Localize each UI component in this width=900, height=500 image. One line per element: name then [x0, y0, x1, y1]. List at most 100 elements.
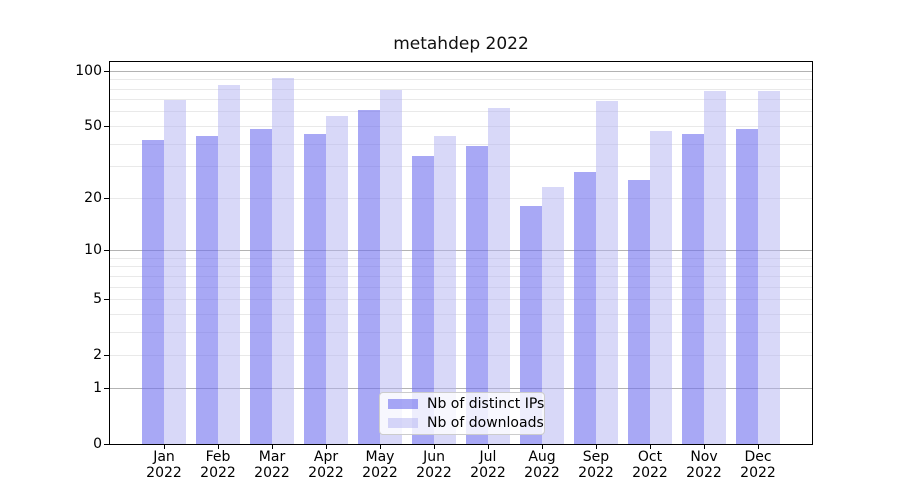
x-tick-label: Sep 2022: [564, 449, 628, 481]
y-gridline-minor: [110, 125, 812, 127]
x-tick-mark: [218, 444, 220, 449]
bar-downloads-apr: [326, 115, 348, 444]
x-tick-label: Jun 2022: [402, 449, 466, 481]
y-tick-mark: [104, 125, 110, 128]
y-tick-label: 100: [75, 62, 102, 79]
x-tick-mark: [488, 444, 490, 449]
x-tick-label: Jan 2022: [132, 449, 196, 481]
x-tick-month: Dec: [744, 449, 772, 465]
chart-title: metahdep 2022: [393, 34, 529, 54]
bar-downloads-oct: [650, 130, 672, 444]
y-tick-label: 10: [84, 242, 102, 259]
bar-distinct-ips-apr: [304, 134, 326, 444]
x-tick-mark: [704, 444, 706, 449]
legend-label-distinct-ips: Nb of distinct IPs: [427, 396, 545, 412]
x-tick-mark: [380, 444, 382, 449]
x-tick-label: Mar 2022: [240, 449, 304, 481]
y-gridline-major: [110, 250, 812, 252]
y-gridline-minor: [110, 257, 812, 259]
x-tick-label: Dec 2022: [726, 449, 790, 481]
bar-distinct-ips-sep: [574, 171, 596, 444]
bar-downloads-dec: [758, 90, 780, 444]
bar-distinct-ips-jan: [142, 139, 164, 444]
y-gridline-minor: [110, 88, 812, 90]
y-tick-label: 20: [84, 189, 102, 206]
x-tick-year: 2022: [200, 465, 236, 481]
y-gridline-minor: [110, 166, 812, 168]
y-gridline-minor: [110, 79, 812, 81]
bar-distinct-ips-jul: [466, 145, 488, 444]
x-tick-month: Jul: [479, 449, 497, 465]
x-tick-month: Mar: [258, 449, 286, 465]
y-tick-mark: [104, 444, 110, 446]
x-tick-mark: [164, 444, 166, 449]
y-gridline-minor: [110, 143, 812, 145]
y-tick-mark: [104, 70, 110, 72]
x-tick-mark: [272, 444, 274, 449]
x-tick-label: Jul 2022: [456, 449, 520, 481]
x-tick-year: 2022: [740, 465, 776, 481]
legend-entry-downloads: Nb of downloads: [388, 415, 544, 432]
x-tick-year: 2022: [686, 465, 722, 481]
y-tick-label: 1: [93, 379, 102, 396]
bar-distinct-ips-aug: [520, 205, 542, 444]
x-tick-month: Nov: [690, 449, 718, 465]
x-tick-year: 2022: [632, 465, 668, 481]
y-gridline-minor: [110, 266, 812, 268]
x-tick-label: Nov 2022: [672, 449, 736, 481]
x-tick-month: Jun: [423, 449, 445, 465]
x-tick-year: 2022: [146, 465, 182, 481]
y-gridline-minor: [110, 313, 812, 315]
x-tick-month: Aug: [528, 449, 556, 465]
y-tick-mark: [104, 299, 110, 301]
x-tick-year: 2022: [362, 465, 398, 481]
y-gridline-minor: [110, 299, 812, 301]
y-tick-mark: [104, 355, 110, 357]
x-tick-mark: [758, 444, 760, 449]
bar-distinct-ips-mar: [250, 129, 272, 444]
y-tick-label: 5: [93, 291, 102, 308]
bar-downloads-nov: [704, 90, 726, 444]
bar-downloads-jun: [434, 136, 456, 444]
y-tick-mark: [104, 250, 110, 252]
bar-downloads-feb: [218, 84, 240, 444]
x-tick-label: Oct 2022: [618, 449, 682, 481]
y-tick-label: 2: [93, 347, 102, 364]
x-tick-label: Apr 2022: [294, 449, 358, 481]
bar-downloads-jul: [488, 107, 510, 444]
legend-swatch-downloads: [388, 418, 418, 428]
y-gridline-minor: [110, 99, 812, 101]
x-tick-label: May 2022: [348, 449, 412, 481]
bar-downloads-mar: [272, 78, 294, 444]
x-tick-month: Apr: [313, 449, 339, 465]
x-tick-month: Oct: [637, 449, 663, 465]
x-tick-mark: [542, 444, 544, 449]
bar-downloads-aug: [542, 186, 564, 444]
y-gridline-minor: [110, 111, 812, 113]
y-gridline-minor: [110, 355, 812, 357]
y-tick-mark: [104, 197, 110, 199]
x-tick-year: 2022: [308, 465, 344, 481]
bar-downloads-sep: [596, 101, 618, 444]
y-gridline-major: [110, 387, 812, 389]
legend-entry-distinct-ips: Nb of distinct IPs: [388, 396, 544, 413]
bar-distinct-ips-jun: [412, 156, 434, 444]
x-tick-label: Feb 2022: [186, 449, 250, 481]
bar-distinct-ips-feb: [196, 136, 218, 444]
x-tick-mark: [434, 444, 436, 449]
bar-distinct-ips-may: [358, 110, 380, 444]
bar-downloads-jan: [164, 100, 186, 444]
y-gridline-major: [110, 70, 812, 72]
bar-distinct-ips-dec: [736, 129, 758, 444]
bar-downloads-may: [380, 89, 402, 444]
y-gridline-minor: [110, 286, 812, 288]
x-tick-mark: [326, 444, 328, 449]
y-tick-mark: [104, 387, 110, 390]
x-tick-year: 2022: [470, 465, 506, 481]
x-tick-year: 2022: [578, 465, 614, 481]
legend-label-downloads: Nb of downloads: [427, 415, 544, 431]
y-tick-label: 0: [93, 436, 102, 452]
bar-distinct-ips-oct: [628, 180, 650, 444]
x-tick-year: 2022: [524, 465, 560, 481]
